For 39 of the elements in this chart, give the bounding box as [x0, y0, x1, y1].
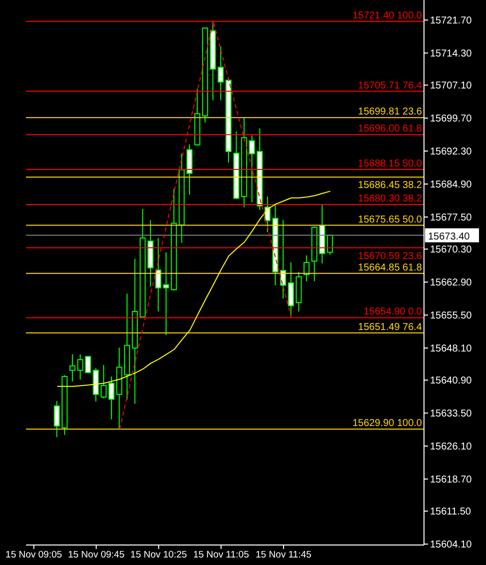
ref-line-label: 15670.59 23.6 [358, 250, 422, 262]
y-tick-label: 15648.10 [430, 344, 472, 355]
ref-line-label: 15699.81 23.6 [358, 106, 422, 118]
ref-line-label: 15654.90 0.0 [364, 306, 422, 318]
candlestick [186, 144, 192, 196]
x-tick-label: 15 Nov 11:05 [193, 550, 250, 561]
x-tick-label: 15 Nov 10:25 [130, 550, 187, 561]
text: 15673.40 [428, 231, 470, 242]
y-tick-label: 15626.10 [430, 442, 472, 453]
ref-line-label: 15688.15 50.0 [358, 158, 422, 170]
y-tick-label: 15611.50 [430, 506, 472, 518]
ref-line-label: 15696.00 61.8 [358, 124, 422, 135]
x-tick-label: 15 Nov 09:05 [6, 550, 62, 561]
y-tick-label: 15640.90 [430, 376, 472, 387]
ref-line-label: 15651.49 76.4 [358, 322, 422, 333]
y-tick-label: 15714.30 [430, 48, 472, 60]
ref-line-label: 15680.30 38.2 [358, 194, 422, 205]
y-tick-label: 15662.90 [430, 278, 472, 289]
ref-line-label: 15705.71 76.4 [358, 80, 422, 92]
y-tick-label: 15670.30 [430, 244, 472, 256]
ref-line-label: 15675.65 50.0 [358, 214, 422, 226]
y-tick-label: 15699.70 [430, 114, 472, 125]
y-tick-label: 15707.10 [430, 80, 472, 92]
ref-line-label: 15664.85 61.8 [358, 262, 422, 274]
candlestick [85, 355, 92, 374]
x-tick-label: 15 Nov 09:45 [68, 550, 124, 561]
ref-line-label: 15629.90 100.0 [352, 418, 422, 430]
ref-line-label: 15721.40 100.0 [352, 10, 422, 22]
candlestick [304, 254, 310, 282]
y-tick-label: 15655.50 [430, 310, 472, 322]
x-tick-label: 15 Nov 11:45 [256, 550, 312, 561]
ref-line-label: 15686.45 38.2 [358, 180, 422, 192]
y-tick-label: 15692.30 [430, 146, 472, 158]
y-tick-label: 15604.10 [430, 540, 472, 551]
y-tick-label: 15684.90 [430, 180, 472, 191]
y-tick-label: 15721.70 [430, 16, 472, 27]
y-tick-label: 15618.70 [430, 474, 472, 486]
y-tick-label: 15677.50 [430, 212, 472, 224]
y-tick-label: 15633.50 [430, 408, 472, 420]
